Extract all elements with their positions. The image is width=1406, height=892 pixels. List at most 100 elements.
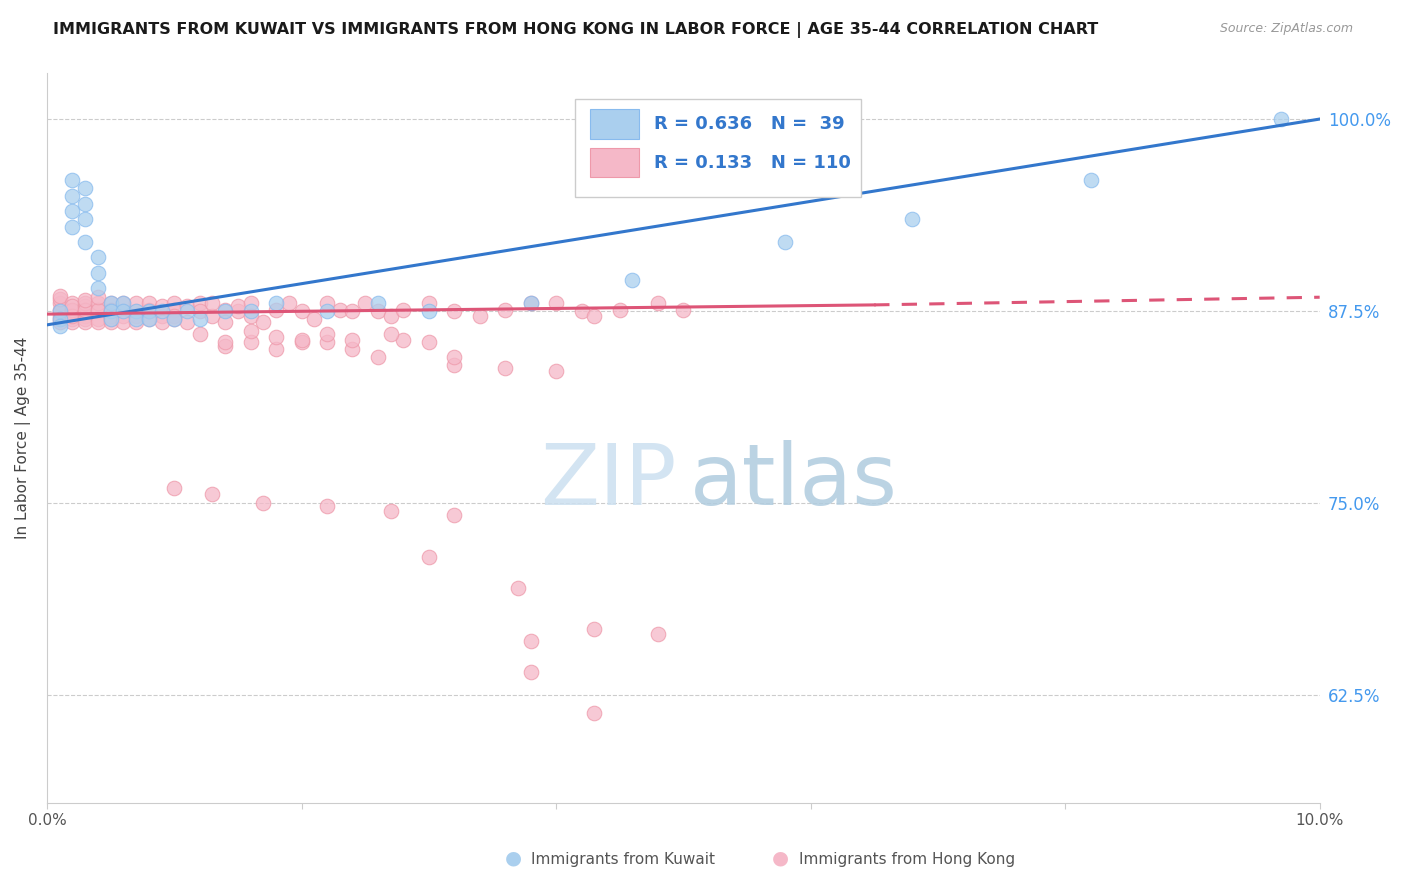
Point <box>112 315 135 329</box>
Point <box>519 296 541 310</box>
Point <box>329 302 352 317</box>
Point <box>418 304 440 318</box>
Point <box>443 304 465 318</box>
Point <box>87 281 110 295</box>
Point <box>48 319 70 334</box>
Text: IMMIGRANTS FROM KUWAIT VS IMMIGRANTS FROM HONG KONG IN LABOR FORCE | AGE 35-44 C: IMMIGRANTS FROM KUWAIT VS IMMIGRANTS FRO… <box>53 22 1098 38</box>
Text: R = 0.636   N =  39: R = 0.636 N = 39 <box>654 115 845 133</box>
Point <box>519 665 541 679</box>
Point <box>672 302 695 317</box>
Point <box>901 211 924 226</box>
Point <box>302 311 325 326</box>
Point <box>48 304 70 318</box>
FancyBboxPatch shape <box>591 110 638 138</box>
Point <box>239 309 262 323</box>
Text: ZIP: ZIP <box>540 440 676 523</box>
Point <box>138 304 160 318</box>
Point <box>150 304 173 318</box>
Point <box>201 296 224 310</box>
Point <box>1080 173 1102 187</box>
Point <box>380 309 402 323</box>
Point <box>342 304 364 318</box>
Point <box>418 334 440 349</box>
Point <box>264 330 287 344</box>
Point <box>342 343 364 357</box>
Point <box>214 302 236 317</box>
Point <box>62 204 84 219</box>
Point <box>138 304 160 318</box>
Point <box>48 288 70 302</box>
Point <box>125 311 148 326</box>
Text: ●: ● <box>505 848 522 867</box>
Point <box>138 302 160 317</box>
Point <box>264 343 287 357</box>
Point <box>583 706 606 721</box>
Point <box>112 309 135 323</box>
Point <box>87 302 110 317</box>
Point <box>342 333 364 347</box>
Point <box>380 504 402 518</box>
Point <box>418 296 440 310</box>
Point <box>125 304 148 318</box>
Point <box>316 327 339 342</box>
Point <box>367 304 389 318</box>
Point <box>62 189 84 203</box>
Point <box>201 309 224 323</box>
Point <box>188 296 211 310</box>
Point <box>48 292 70 306</box>
Point <box>150 309 173 323</box>
Point <box>239 324 262 338</box>
FancyBboxPatch shape <box>575 98 862 197</box>
Point <box>609 302 631 317</box>
Point <box>112 296 135 310</box>
Point <box>252 496 274 510</box>
Point <box>443 508 465 523</box>
Point <box>62 304 84 318</box>
Point <box>201 487 224 501</box>
Point <box>176 300 198 314</box>
Point <box>239 334 262 349</box>
Point <box>87 304 110 318</box>
Point <box>316 499 339 513</box>
Point <box>1270 112 1292 126</box>
Point <box>163 302 186 317</box>
Text: Immigrants from Kuwait: Immigrants from Kuwait <box>531 852 716 867</box>
Point <box>62 219 84 234</box>
Point <box>150 315 173 329</box>
Text: ●: ● <box>772 848 789 867</box>
Y-axis label: In Labor Force | Age 35-44: In Labor Force | Age 35-44 <box>15 336 31 539</box>
Point <box>176 304 198 318</box>
Point <box>176 315 198 329</box>
Point <box>188 311 211 326</box>
Point <box>214 304 236 318</box>
Point <box>112 304 135 318</box>
Point <box>75 211 97 226</box>
Point <box>188 327 211 342</box>
Point <box>239 296 262 310</box>
Text: Immigrants from Hong Kong: Immigrants from Hong Kong <box>799 852 1015 867</box>
Point <box>239 304 262 318</box>
Point <box>163 311 186 326</box>
Point <box>163 309 186 323</box>
Point <box>150 300 173 314</box>
Point <box>87 296 110 310</box>
Point <box>316 334 339 349</box>
Point <box>75 311 97 326</box>
FancyBboxPatch shape <box>591 148 638 178</box>
Point <box>48 296 70 310</box>
Point <box>138 311 160 326</box>
Point <box>647 296 669 310</box>
Point <box>48 302 70 317</box>
Point <box>443 350 465 364</box>
Point <box>48 315 70 329</box>
Point <box>62 311 84 326</box>
Point <box>494 360 516 375</box>
Point <box>75 309 97 323</box>
Point <box>75 296 97 310</box>
Text: Source: ZipAtlas.com: Source: ZipAtlas.com <box>1219 22 1353 36</box>
Point <box>100 311 122 326</box>
Point <box>75 315 97 329</box>
Point <box>226 300 249 314</box>
Point <box>214 334 236 349</box>
Point <box>125 309 148 323</box>
